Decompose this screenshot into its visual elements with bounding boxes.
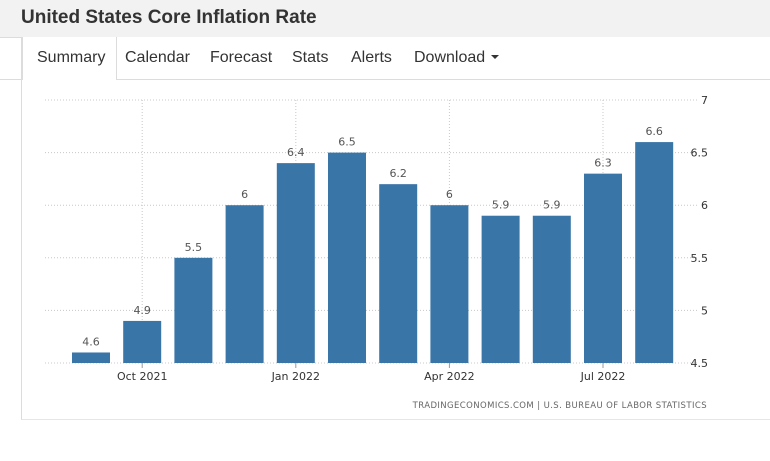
x-tick-label: Jul 2022 [580,370,626,383]
bar-data-label: 4.6 [82,335,100,348]
tab-download[interactable]: Download [414,37,500,79]
bar-data-label: 6.2 [389,167,407,180]
bar[interactable] [430,205,469,363]
chevron-down-icon [491,54,500,59]
bar[interactable] [584,173,622,363]
bar-data-label: 6.3 [594,157,612,170]
page-title: United States Core Inflation Rate [21,7,317,28]
source-attribution: TRADINGECONOMICS.COM | U.S. BUREAU OF LA… [412,401,707,411]
bar[interactable] [72,352,110,363]
bar[interactable] [123,320,162,363]
bar[interactable] [328,152,366,363]
y-tick-label: 5 [701,304,708,317]
bar-data-label: 5.9 [492,199,510,212]
bar[interactable] [532,215,571,363]
x-tick-label: Apr 2022 [424,370,475,383]
bar-data-label: 6.5 [338,136,356,149]
bar-data-label: 4.9 [133,304,151,317]
bar-data-label: 6 [241,188,248,201]
tab-calendar-label: Calendar [125,49,190,66]
bar-data-label: 6 [446,188,453,201]
tab-alerts-label: Alerts [351,49,392,66]
bar[interactable] [635,142,674,363]
y-tick-label: 6.5 [691,147,709,160]
y-axis-ticks: 4.5 5 5.5 6 6.5 7 [691,94,709,370]
bars [72,142,674,363]
tab-calendar[interactable]: Calendar [125,37,190,79]
y-tick-label: 5.5 [691,252,709,265]
tab-forecast[interactable]: Forecast [210,37,272,79]
tab-alerts[interactable]: Alerts [351,37,392,79]
bar[interactable] [481,215,520,363]
tab-stats[interactable]: Stats [292,37,328,79]
y-tick-label: 6 [701,199,708,212]
x-axis-ticks: Oct 2021 Jan 2022 Apr 2022 Jul 2022 [117,363,625,383]
y-tick-label: 4.5 [691,357,709,370]
bar[interactable] [379,184,418,363]
bar-data-label: 5.9 [543,199,561,212]
bar-data-labels: 4.6 4.9 5.5 6 6.4 6.5 6.2 6 5.9 5.9 6.3 6.6 [82,125,663,348]
bar-data-label: 6.6 [645,125,663,138]
x-tick-label: Oct 2021 [117,370,168,383]
tab-forecast-label: Forecast [210,49,273,66]
tab-summary[interactable]: Summary [22,37,118,80]
bar[interactable] [225,205,264,363]
tab-stats-label: Stats [292,49,329,66]
bar-data-label: 6.4 [287,146,305,159]
tab-bar: Summary Calendar Forecast Stats Alerts D… [0,37,770,80]
bar[interactable] [276,163,315,363]
bar-data-label: 5.5 [185,241,203,254]
tab-summary-label: Summary [37,49,106,66]
x-tick-label: Jan 2022 [271,370,320,383]
bar[interactable] [174,257,213,363]
tab-download-label: Download [414,49,486,66]
title-bar: United States Core Inflation Rate [0,0,770,38]
y-tick-label: 7 [701,94,708,107]
